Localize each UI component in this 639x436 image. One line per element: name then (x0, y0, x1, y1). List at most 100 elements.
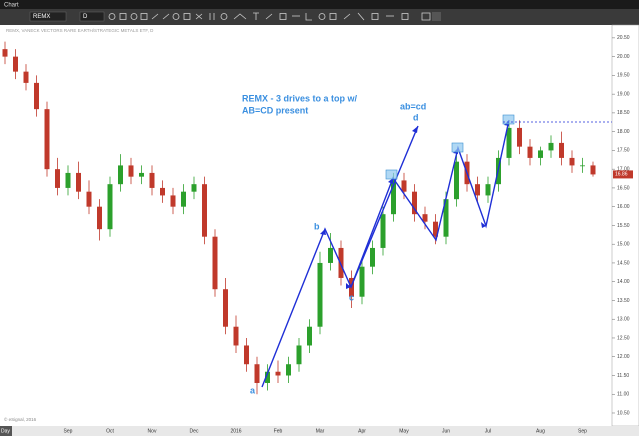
x-tick-label: Aug (536, 428, 545, 434)
candle-body (139, 172, 144, 177)
annotation-label: d (413, 112, 419, 122)
top-boxes (385, 114, 515, 180)
candle-body (580, 165, 585, 167)
candle-body (296, 345, 302, 365)
y-tick-label: 17.00 (617, 166, 630, 172)
x-tick-label: May (399, 428, 409, 434)
candle-body (170, 195, 176, 207)
copyright: © eSignal, 2016 (4, 416, 37, 422)
y-tick-label: 12.50 (617, 335, 630, 341)
candle-body (328, 247, 333, 263)
candle-body (149, 172, 155, 188)
tab-label[interactable]: Chart (4, 3, 19, 9)
y-tick-label: 19.00 (617, 91, 630, 97)
annotations: REMX - 3 drives to a top w/ AB=CD presen… (242, 93, 426, 395)
candle-body (181, 191, 186, 207)
y-tick-label: 20.50 (617, 35, 630, 41)
x-tick-label: Jun (442, 428, 450, 434)
candle-body (422, 214, 428, 222)
candle-body (307, 326, 312, 346)
u-button[interactable] (432, 12, 441, 21)
y-tick-label: 16.50 (617, 185, 630, 191)
candle-body (65, 172, 71, 188)
title-bar (0, 0, 639, 9)
candle-body (86, 191, 92, 207)
price-axis (611, 24, 639, 427)
candle-body (433, 221, 438, 237)
candle-body (370, 247, 375, 267)
y-tick-label: 11.50 (617, 373, 629, 379)
candle-body (286, 364, 291, 376)
candle-body (202, 184, 207, 237)
candle-body (338, 247, 344, 278)
y-tick-label: 17.50 (617, 148, 630, 154)
candle-body (506, 127, 512, 158)
candle-body (517, 127, 522, 147)
last-price-box (613, 170, 633, 179)
x-tick-label: Nov (148, 428, 157, 434)
plot-area (0, 25, 612, 426)
symbol[interactable]: REMX (33, 14, 50, 20)
candle-body (118, 165, 123, 185)
y-tick-label: 16.00 (617, 204, 630, 210)
toolbar (0, 9, 639, 25)
candle-body (2, 49, 8, 57)
interval-box[interactable] (79, 11, 105, 22)
candle-body (454, 161, 459, 200)
date-axis (0, 426, 639, 436)
y-tick-label: 15.00 (617, 242, 630, 248)
candle-body (569, 157, 575, 166)
candle-body (55, 169, 60, 188)
candle-body (317, 262, 323, 327)
candle-body (107, 184, 113, 230)
candle-body (244, 345, 249, 365)
last-price-label: 16.86 (615, 172, 628, 178)
x-tick-label: Jul (485, 428, 491, 434)
x-tick-label: Mar (316, 428, 325, 434)
candle-body (23, 71, 29, 83)
y-tick-label: 15.50 (617, 223, 630, 229)
candle-body (275, 371, 281, 376)
y-tick-label: 13.50 (617, 298, 630, 304)
candle-body (191, 184, 197, 192)
candle-body (412, 191, 417, 215)
y-tick-label: 20.00 (617, 54, 630, 60)
candle-body (265, 371, 270, 383)
y-tick-label: 11.00 (617, 392, 629, 398)
interval[interactable]: D (83, 14, 88, 20)
candle-body (34, 82, 39, 110)
candle-body (233, 326, 239, 346)
candle-body (401, 180, 407, 192)
x-tick-label: Sep (64, 428, 73, 434)
toolbar-icons[interactable] (108, 12, 431, 21)
x-tick-label: Dec (190, 428, 199, 434)
candle-body (538, 150, 543, 158)
annotation-label: c (349, 292, 354, 302)
x-tick-label: Sep (578, 428, 587, 434)
candle-body (559, 142, 564, 158)
candle-body (212, 236, 218, 290)
candle-body (76, 172, 81, 192)
x-tick-label: Apr (358, 428, 366, 434)
symbol-box[interactable] (29, 11, 67, 22)
candle-body (380, 214, 386, 248)
footer-tab-box[interactable] (0, 426, 12, 436)
candle-body (391, 180, 396, 215)
annotation-label: ab=cd (400, 101, 426, 111)
y-tick-label: 12.00 (617, 354, 630, 360)
candle-body (548, 142, 554, 151)
y-tick-label: 14.00 (617, 279, 630, 285)
annotation-title: AB=CD present (242, 105, 308, 115)
y-tick-label: 18.50 (617, 110, 630, 116)
candle-body (44, 109, 50, 170)
candle-body (254, 364, 260, 383)
candle-body (13, 56, 18, 72)
candle-body (475, 184, 480, 196)
annotation-title: REMX - 3 drives to a top w/ (242, 93, 358, 103)
candle-body (160, 187, 165, 196)
candle-body (485, 184, 491, 196)
annotation-label: b (314, 221, 320, 231)
footer-tab[interactable]: Day (1, 428, 10, 434)
